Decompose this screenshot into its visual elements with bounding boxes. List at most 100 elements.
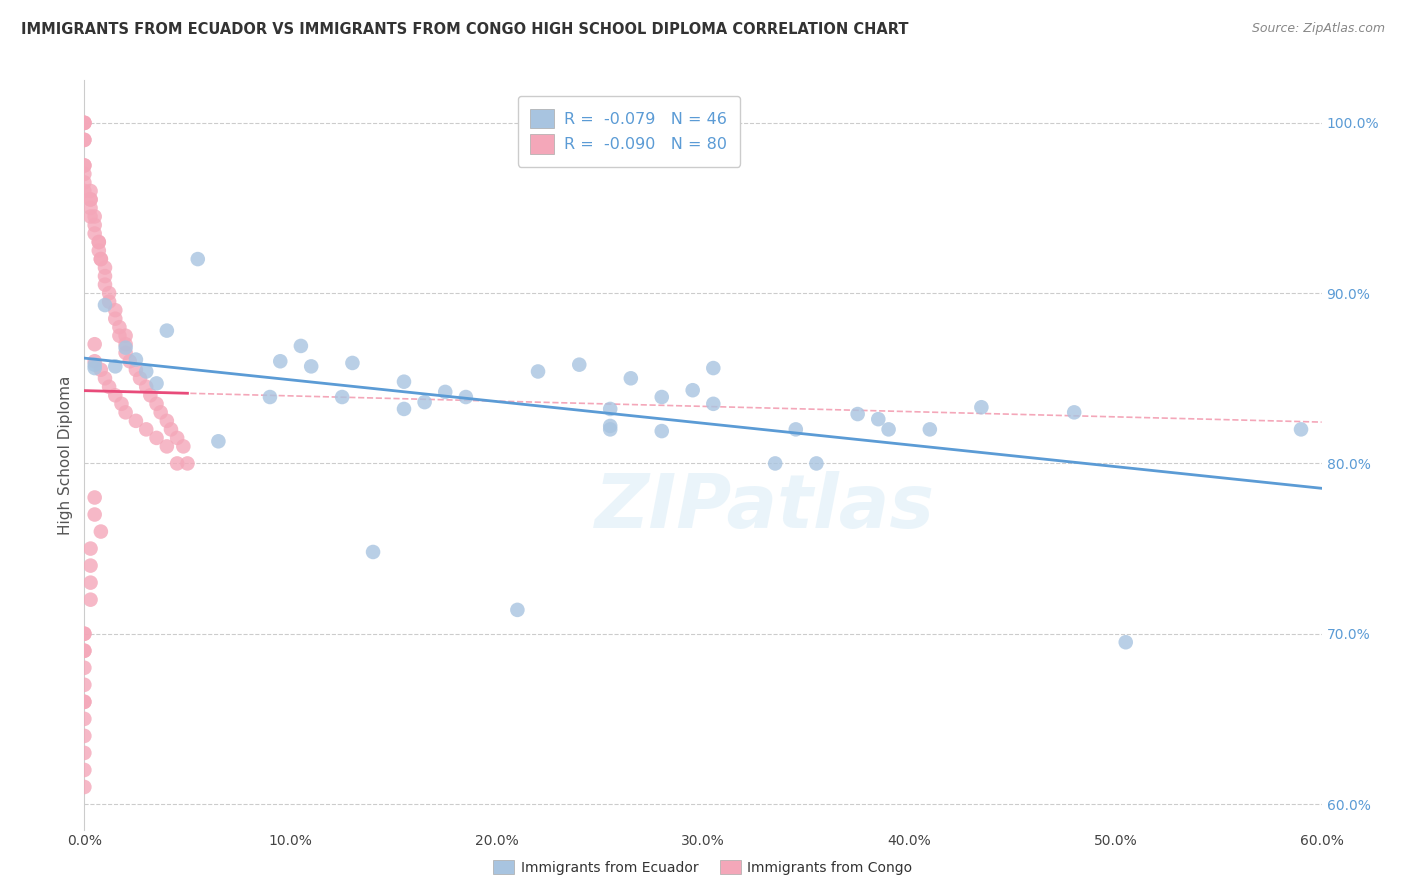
Point <box>87 235 110 249</box>
Point <box>763 457 786 471</box>
Point <box>139 388 162 402</box>
Point <box>73 626 96 640</box>
Point <box>73 729 96 743</box>
Point <box>79 541 101 556</box>
Point <box>79 592 101 607</box>
Point <box>94 260 117 275</box>
Point <box>651 424 673 438</box>
Point <box>599 422 621 436</box>
Point <box>156 324 179 338</box>
Point <box>620 371 643 385</box>
Point <box>73 644 96 658</box>
Point <box>83 210 105 224</box>
Point <box>73 158 96 172</box>
Point <box>79 575 101 590</box>
Point <box>73 167 96 181</box>
Point <box>73 133 96 147</box>
Point <box>1289 422 1312 436</box>
Text: Source: ZipAtlas.com: Source: ZipAtlas.com <box>1251 22 1385 36</box>
Point <box>94 371 117 385</box>
Point <box>149 405 172 419</box>
Point <box>702 397 724 411</box>
Point <box>73 695 96 709</box>
Point <box>90 252 112 266</box>
Point <box>108 328 131 343</box>
Point <box>125 363 148 377</box>
Point <box>73 176 96 190</box>
Point <box>79 193 101 207</box>
Point <box>104 311 127 326</box>
Legend: Immigrants from Ecuador, Immigrants from Congo: Immigrants from Ecuador, Immigrants from… <box>488 855 918 880</box>
Text: IMMIGRANTS FROM ECUADOR VS IMMIGRANTS FROM CONGO HIGH SCHOOL DIPLOMA CORRELATION: IMMIGRANTS FROM ECUADOR VS IMMIGRANTS FR… <box>21 22 908 37</box>
Point <box>299 359 322 374</box>
Point <box>83 227 105 241</box>
Point <box>342 356 364 370</box>
Point <box>114 328 136 343</box>
Point <box>599 419 621 434</box>
Point <box>846 407 869 421</box>
Point <box>434 384 457 399</box>
Point <box>98 380 121 394</box>
Text: ZIPatlas: ZIPatlas <box>595 471 935 544</box>
Point <box>125 414 148 428</box>
Point <box>83 218 105 232</box>
Point <box>1115 635 1137 649</box>
Point <box>94 269 117 284</box>
Point <box>392 375 415 389</box>
Point <box>73 695 96 709</box>
Point <box>330 390 353 404</box>
Point <box>79 201 101 215</box>
Point <box>156 439 179 453</box>
Point <box>114 337 136 351</box>
Point <box>98 294 121 309</box>
Point <box>73 116 96 130</box>
Point <box>90 363 112 377</box>
Point <box>73 712 96 726</box>
Point <box>269 354 291 368</box>
Point <box>83 491 105 505</box>
Point <box>79 193 101 207</box>
Point <box>527 364 550 378</box>
Point <box>79 184 101 198</box>
Point <box>785 422 807 436</box>
Point <box>83 358 105 372</box>
Point <box>156 414 179 428</box>
Point <box>868 412 890 426</box>
Point <box>454 390 477 404</box>
Point <box>73 116 96 130</box>
Legend: R =  -0.079   N = 46, R =  -0.090   N = 80: R = -0.079 N = 46, R = -0.090 N = 80 <box>517 95 740 167</box>
Point <box>87 235 110 249</box>
Point <box>73 158 96 172</box>
Point <box>73 133 96 147</box>
Point <box>290 339 312 353</box>
Y-axis label: High School Diploma: High School Diploma <box>58 376 73 534</box>
Point <box>104 303 127 318</box>
Point <box>73 780 96 794</box>
Point <box>79 558 101 573</box>
Point <box>108 320 131 334</box>
Point <box>83 354 105 368</box>
Point <box>73 116 96 130</box>
Point <box>125 352 148 367</box>
Point <box>94 277 117 292</box>
Point <box>73 746 96 760</box>
Point <box>87 244 110 258</box>
Point <box>651 390 673 404</box>
Point <box>114 341 136 355</box>
Point <box>166 431 188 445</box>
Point <box>259 390 281 404</box>
Point <box>599 401 621 416</box>
Point <box>918 422 941 436</box>
Point <box>104 359 127 374</box>
Point <box>83 337 105 351</box>
Point <box>73 763 96 777</box>
Point <box>1063 405 1085 419</box>
Point <box>73 661 96 675</box>
Point <box>98 286 121 301</box>
Point <box>970 401 993 415</box>
Point <box>207 434 229 449</box>
Point <box>90 524 112 539</box>
Point <box>135 364 157 378</box>
Point <box>73 626 96 640</box>
Point <box>806 457 828 471</box>
